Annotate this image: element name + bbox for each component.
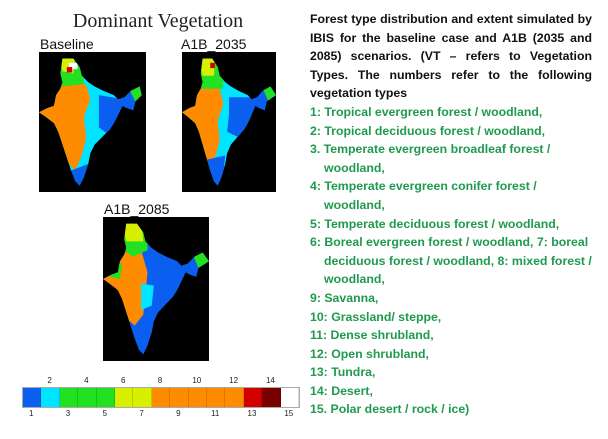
colorbar-tick-label: 14	[265, 376, 275, 385]
colorbar-tick-label: 1	[28, 409, 34, 418]
vegetation-type-item: 10: Grassland/ steppe,	[310, 309, 442, 324]
colorbar-swatch-9	[170, 388, 189, 407]
caption-intro: Forest type distribution and extent simu…	[310, 12, 592, 101]
colorbar-swatch-7	[133, 388, 152, 407]
vegetation-type-item: 1: Tropical evergreen forest / woodland,	[310, 104, 543, 119]
map-baseline	[39, 52, 146, 192]
vegetation-type-item: 2: Tropical deciduous forest / woodland,	[310, 123, 546, 138]
vegetation-type-item: 9: Savanna,	[310, 290, 379, 305]
map-a1b-2035	[182, 52, 276, 192]
colorbar-tick-label: 15	[284, 409, 294, 418]
vegetation-type-item: 11: Dense shrubland,	[310, 328, 434, 343]
map-label-2085: A1B_2085	[104, 201, 170, 217]
vegetation-type-item: 13: Tundra,	[310, 365, 376, 380]
vegetation-type-item: 5: Temperate deciduous forest / woodland…	[310, 216, 560, 231]
colorbar-tick-label: 6	[120, 376, 126, 385]
colorbar-tick-label: 4	[84, 376, 89, 385]
colorbar-tick-label: 11	[211, 409, 220, 418]
colorbar-tick-label: 8	[157, 376, 163, 385]
colorbar-swatch-4	[78, 388, 97, 407]
colorbar-tick-label: 2	[47, 376, 52, 385]
caption: Forest type distribution and extent simu…	[310, 10, 592, 419]
colorbar-swatch-5	[96, 388, 116, 407]
colorbar-tick-label: 13	[247, 409, 257, 418]
vegetation-type-item: 6: Boreal evergreen forest / woodland, 7…	[310, 235, 592, 287]
colorbar-tick-label: 9	[176, 409, 181, 418]
colorbar-swatch-6	[115, 388, 134, 407]
colorbar-tick-label: 12	[229, 376, 239, 385]
colorbar-swatch-14	[262, 388, 281, 407]
colorbar-swatch-10	[188, 388, 208, 407]
colorbar-swatch-15	[280, 388, 300, 407]
map-a1b-2085	[103, 217, 209, 361]
colorbar-swatch-2	[41, 388, 60, 407]
figure-title: Dominant Vegetation	[72, 10, 244, 32]
colorbar-swatch-1	[23, 388, 42, 407]
vegetation-type-item: 12: Open shrubland,	[310, 346, 429, 361]
vegetation-type-item: 4: Temperate evergreen conifer forest / …	[310, 179, 537, 212]
vegetation-type-item: 14: Desert,	[310, 383, 373, 398]
colorbar-swatch-8	[151, 388, 171, 407]
colorbar-tick-label: 7	[139, 409, 144, 418]
vegetation-type-item: 3. Temperate evergreen broadleaf forest …	[310, 142, 551, 175]
colorbar-tick-label: 10	[192, 376, 202, 385]
colorbar-tick-label: 3	[65, 409, 71, 418]
vegetation-type-item: 15. Polar desert / rock / ice)	[310, 402, 470, 417]
map-label-2035: A1B_2035	[181, 36, 247, 52]
colorbar	[22, 387, 300, 408]
colorbar-tick-label: 5	[102, 409, 108, 418]
colorbar-swatch-11	[207, 388, 226, 407]
colorbar-swatch-3	[59, 388, 79, 407]
colorbar-swatch-12	[225, 388, 244, 407]
map-label-baseline: Baseline	[40, 36, 94, 52]
colorbar-swatch-13	[243, 388, 263, 407]
